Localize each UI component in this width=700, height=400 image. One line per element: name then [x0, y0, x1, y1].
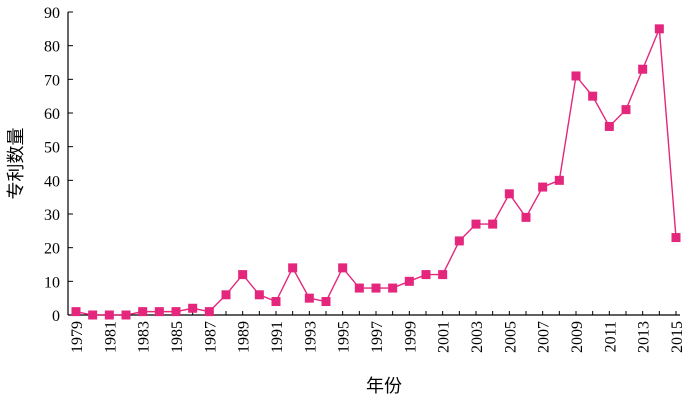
x-tick-label: 2003 [469, 321, 486, 353]
x-axis-title: 年份 [366, 376, 402, 397]
data-point-marker [138, 307, 148, 317]
data-point-marker [154, 307, 164, 317]
x-tick-label: 2005 [502, 321, 519, 353]
x-tick-label: 1993 [302, 321, 319, 353]
data-point-marker [104, 310, 114, 320]
x-tick-label: 2013 [636, 321, 653, 353]
axes [67, 12, 680, 316]
x-tick-label: 2009 [569, 321, 586, 353]
y-axis-title: 专利数量 [6, 128, 27, 200]
y-tick-label: 80 [44, 39, 60, 56]
y-tick-label: 50 [44, 140, 60, 157]
x-tick-label: 1979 [69, 321, 86, 353]
x-tick-label: 2015 [669, 321, 686, 353]
data-point-marker [404, 276, 414, 286]
data-point-marker [288, 263, 298, 273]
y-tick-label: 60 [44, 106, 60, 123]
x-tick-label: 1985 [169, 321, 186, 353]
x-axis-ticks: 1979 1981 1983 1985 1987 1989 1991 1993 1995 1997… [69, 311, 686, 353]
data-point-marker [71, 307, 81, 317]
data-point-marker [638, 64, 648, 74]
data-point-marker [654, 24, 664, 34]
data-point-marker [621, 105, 631, 115]
data-point-marker [204, 307, 214, 317]
data-point-marker [604, 121, 614, 131]
data-point-marker [221, 290, 231, 300]
series-line [75, 28, 677, 316]
y-tick-label: 0 [52, 308, 60, 325]
data-point-marker [488, 219, 498, 229]
y-tick-label: 10 [44, 274, 60, 291]
data-point-marker [471, 219, 481, 229]
data-point-marker [238, 270, 248, 280]
y-axis-ticks: 0 10 20 30 40 50 60 70 80 90 [44, 5, 73, 325]
x-tick-label: 1983 [136, 321, 153, 353]
data-point-marker [554, 175, 564, 185]
data-point-marker [171, 307, 181, 317]
data-point-marker [188, 303, 198, 313]
data-point-marker [304, 293, 314, 303]
data-point-marker [371, 283, 381, 293]
data-point-marker [388, 283, 398, 293]
data-point-marker [354, 283, 364, 293]
data-point-marker [571, 71, 581, 81]
y-tick-label: 90 [44, 5, 60, 22]
x-tick-label: 1995 [336, 321, 353, 353]
data-point-marker [421, 270, 431, 280]
data-point-marker [121, 310, 131, 320]
data-point-marker [321, 297, 331, 307]
data-point-marker [338, 263, 348, 273]
data-point-marker [438, 270, 448, 280]
x-tick-label: 1987 [202, 321, 219, 353]
y-tick-label: 30 [44, 207, 60, 224]
x-tick-label: 1981 [102, 321, 119, 353]
y-tick-label: 20 [44, 241, 60, 258]
data-point-marker [521, 212, 531, 222]
x-tick-label: 1989 [236, 321, 253, 353]
data-point-marker [271, 297, 281, 307]
x-tick-label: 1997 [369, 321, 386, 353]
data-point-marker [454, 236, 464, 246]
data-point-marker [588, 91, 598, 101]
x-tick-label: 2007 [536, 321, 553, 353]
data-point-marker [88, 310, 98, 320]
y-tick-label: 40 [44, 173, 60, 190]
series-group [71, 24, 681, 320]
x-tick-label: 1991 [269, 321, 286, 353]
x-tick-label: 1999 [402, 321, 419, 353]
data-point-marker [671, 233, 681, 243]
data-point-marker [538, 182, 548, 192]
x-tick-label: 2001 [436, 321, 453, 353]
x-tick-label: 2011 [602, 321, 619, 352]
y-tick-label: 70 [44, 72, 60, 89]
data-point-marker [254, 290, 264, 300]
data-point-marker [504, 189, 514, 199]
